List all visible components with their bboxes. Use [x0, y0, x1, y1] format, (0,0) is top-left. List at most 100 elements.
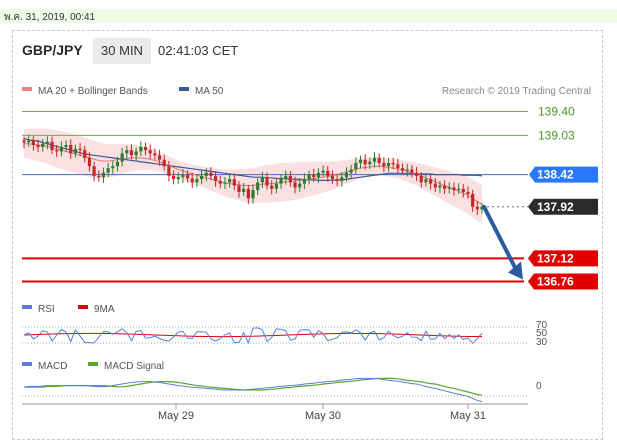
candle-body	[115, 161, 120, 167]
candle-body	[438, 185, 442, 188]
candle-body	[414, 172, 419, 176]
candle-body	[288, 175, 292, 183]
candle-body	[284, 175, 288, 180]
candle-body	[148, 150, 152, 154]
candle-body	[232, 179, 236, 186]
level-tag-138-42	[529, 166, 598, 183]
candle-body	[424, 179, 428, 183]
rsi-tick-50: 50	[536, 328, 548, 339]
rsi-ma-line	[23, 332, 483, 338]
level-label-139-40: 139.40	[538, 105, 575, 119]
candle-body	[55, 150, 59, 152]
legend-swatch-rsi	[22, 305, 32, 309]
candle-body	[214, 175, 218, 182]
legend-9ma: 9MA	[94, 304, 115, 315]
level-label-137-92: 137.92	[537, 200, 574, 214]
candle-body	[256, 182, 260, 191]
candle-body	[316, 172, 321, 178]
candle-body	[480, 206, 484, 210]
candle-body	[139, 146, 143, 152]
candle-body	[246, 188, 250, 199]
bollinger-band	[24, 128, 482, 224]
candle-body	[358, 159, 363, 164]
candle-body	[274, 183, 278, 189]
candle-body	[176, 177, 180, 180]
candle-body	[270, 185, 274, 189]
candle-body	[120, 153, 124, 162]
candle-body	[199, 175, 204, 180]
x-tick-1: May 30	[305, 410, 341, 422]
candle-body	[466, 191, 470, 194]
candle-body	[125, 150, 129, 154]
candle-body	[382, 163, 386, 167]
legend-swatch-macd	[22, 362, 32, 366]
candle-body	[443, 185, 447, 189]
rsi-plot	[22, 326, 528, 345]
x-tick-2: May 31	[450, 410, 486, 422]
candle-body	[36, 144, 40, 147]
timeframe-badge[interactable]: 30 MIN	[93, 38, 151, 64]
candle-body	[363, 159, 367, 165]
legend-rsi: RSI	[38, 304, 55, 315]
candle-body	[461, 188, 465, 192]
legend-swatch-macd-signal	[88, 362, 98, 366]
candle-body	[111, 166, 115, 169]
candle-body	[410, 169, 414, 173]
candle-body	[209, 172, 213, 176]
candle-body	[83, 150, 87, 158]
level-tag-137-92	[528, 198, 598, 215]
candle-body	[97, 175, 101, 178]
candle-body	[181, 174, 185, 178]
candle-body	[101, 172, 106, 178]
level-label-136-76: 136.76	[537, 275, 574, 289]
candle-body	[41, 143, 45, 147]
candle-body	[69, 144, 73, 154]
candle-body	[27, 140, 31, 143]
candle-body	[279, 179, 283, 184]
candle-body	[340, 177, 344, 182]
time-readout: 02:41:03 CET	[158, 43, 239, 58]
candle-body	[218, 181, 222, 184]
candle-body	[157, 155, 162, 160]
legend-macd-signal: MACD Signal	[104, 361, 164, 372]
price-plot: 139.40 139.03 138.42 137.92 137.12 136.76	[22, 105, 598, 290]
candle-body	[349, 169, 353, 173]
candle-body	[344, 172, 349, 178]
candle-body	[162, 159, 166, 167]
macd-tick-0: 0	[536, 381, 542, 392]
candle-body	[396, 164, 400, 169]
pair-title: GBP/JPY	[22, 42, 83, 58]
candle-body	[452, 187, 456, 191]
candle-body	[386, 163, 391, 167]
candle-body	[22, 140, 26, 143]
candle-body	[298, 183, 302, 188]
candle-body	[330, 175, 335, 180]
candle-body	[171, 175, 176, 180]
rsi-line	[23, 327, 483, 345]
candle-body	[134, 151, 138, 156]
macd-signal-line	[24, 377, 483, 396]
legend-swatch-9ma	[78, 305, 88, 309]
date-text: พ.ค. 31, 2019, 00:41	[4, 12, 96, 23]
candle-body	[167, 166, 171, 176]
candle-body	[92, 166, 96, 176]
rsi-tick-30: 30	[536, 337, 548, 348]
ma50-line	[23, 137, 483, 182]
candle-body	[372, 157, 377, 162]
candle-body	[293, 182, 297, 188]
candle-body	[326, 170, 330, 176]
level-tag-137-12	[528, 250, 598, 267]
candle-body	[260, 177, 264, 183]
candle-body	[50, 141, 54, 151]
candle-body	[377, 157, 381, 164]
candle-body	[400, 168, 405, 171]
candle-body	[59, 146, 63, 152]
candle-body	[475, 206, 479, 210]
candle-body	[190, 178, 194, 183]
candle-body	[153, 153, 157, 156]
candle-body	[368, 161, 372, 165]
candle-body	[335, 179, 339, 182]
candle-body	[405, 169, 409, 171]
date-bar: พ.ค. 31, 2019, 00:41	[0, 9, 617, 23]
forecast-arrow-head	[508, 261, 523, 280]
